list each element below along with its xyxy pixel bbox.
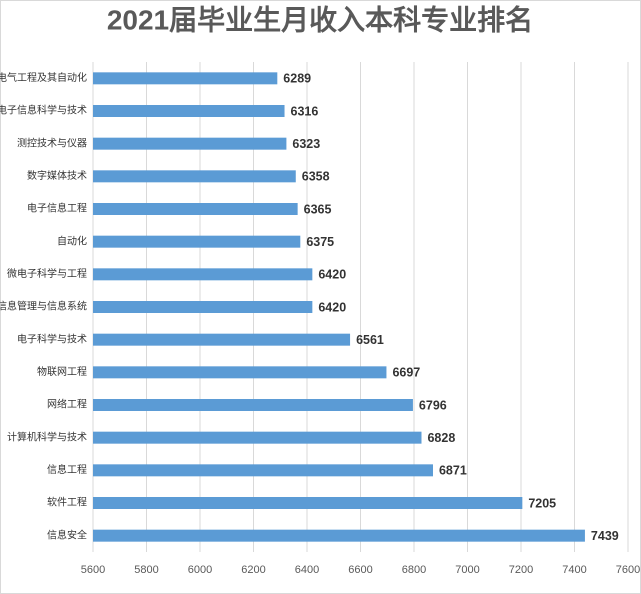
value-label: 7205 [528, 496, 556, 510]
bar [93, 72, 278, 85]
y-tick-label: 数字媒体技术 [27, 169, 87, 182]
value-label: 6316 [291, 104, 319, 118]
x-tick-label: 6600 [348, 564, 372, 576]
value-label: 6828 [427, 431, 455, 445]
value-label: 6365 [304, 202, 332, 216]
value-label: 6796 [419, 398, 447, 412]
value-label: 6358 [302, 170, 330, 184]
x-tick-label: 7200 [509, 564, 533, 576]
x-tick-label: 6000 [188, 564, 212, 576]
bar [93, 203, 298, 215]
value-label: 7439 [591, 529, 619, 543]
bar [93, 235, 301, 248]
value-label: 6871 [439, 464, 467, 478]
x-tick-label: 7400 [562, 564, 586, 576]
y-tick-label: 电子科学与技术 [17, 332, 87, 345]
bar [93, 366, 387, 379]
y-tick-label: 电子信息工程 [27, 202, 87, 215]
y-tick-label: 网络工程 [47, 398, 87, 411]
bar [93, 137, 287, 150]
x-tick-label: 5600 [81, 564, 105, 576]
y-tick-label: 信息管理与信息系统 [0, 300, 87, 313]
value-label: 6697 [392, 366, 420, 380]
y-tick-label: 自动化 [57, 234, 87, 247]
y-tick-label: 信息工程 [47, 463, 87, 476]
bar [93, 301, 313, 313]
y-tick-label: 物联网工程 [37, 365, 87, 378]
bar [93, 333, 351, 346]
x-tick-label: 6200 [241, 564, 265, 576]
value-label: 6289 [283, 72, 311, 86]
chart-title: 2021届毕业生月收入本科专业排名 [107, 4, 533, 35]
y-tick-label: 电气工程及其自动化 [0, 71, 87, 84]
x-tick-label: 6800 [402, 564, 426, 576]
bar [93, 268, 313, 281]
x-tick-label: 7600 [616, 564, 640, 576]
value-label: 6375 [306, 235, 334, 249]
y-tick-label: 软件工程 [47, 496, 87, 509]
bar [93, 497, 523, 509]
bar [93, 529, 585, 542]
y-tick-label: 测控技术与仪器 [17, 136, 87, 149]
bar [93, 170, 296, 183]
y-tick-label: 微电子科学与工程 [7, 267, 87, 280]
y-tick-label: 计算机科学与技术 [7, 430, 87, 443]
bar [93, 105, 285, 117]
bar [93, 399, 413, 411]
bar [93, 464, 433, 477]
x-tick-label: 7000 [455, 564, 479, 576]
value-label: 6420 [318, 300, 346, 314]
y-tick-label: 电子信息科学与技术 [0, 104, 87, 117]
value-label: 6323 [292, 137, 320, 151]
x-tick-label: 6400 [295, 564, 319, 576]
value-label: 6561 [356, 333, 384, 347]
x-tick-label: 5800 [134, 564, 158, 576]
bar [93, 431, 422, 444]
value-label: 6420 [318, 268, 346, 282]
y-tick-label: 信息安全 [47, 528, 87, 541]
